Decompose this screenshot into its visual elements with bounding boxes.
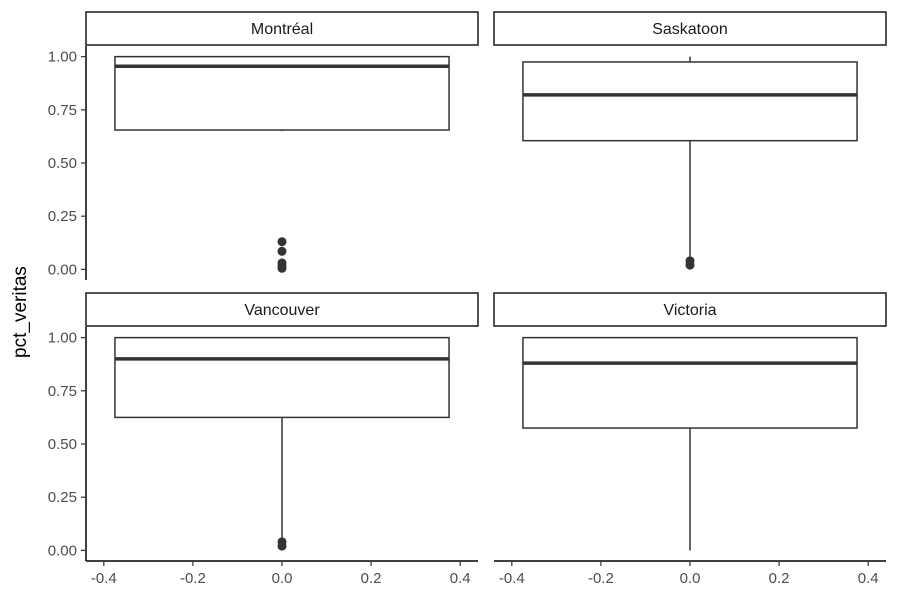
facet-strip-label: Victoria bbox=[663, 302, 716, 319]
x-tick-label: 0.4 bbox=[450, 570, 471, 587]
facet-strip-label: Vancouver bbox=[244, 302, 320, 319]
y-tick-label: 0.50 bbox=[48, 155, 77, 172]
facet-panel: Saskatoon bbox=[493, 11, 887, 270]
y-tick-label: 0.00 bbox=[48, 542, 77, 559]
iqr-box bbox=[114, 55, 450, 131]
y-tick-label: 0.75 bbox=[48, 102, 77, 119]
outlier-point bbox=[277, 541, 287, 551]
x-tick-label: -0.4 bbox=[499, 570, 525, 587]
x-tick-label: 0.2 bbox=[361, 570, 382, 587]
iqr-box bbox=[114, 336, 450, 419]
x-tick-label: 0.4 bbox=[858, 570, 879, 587]
outlier-point bbox=[685, 260, 695, 270]
x-tick-label: -0.2 bbox=[588, 570, 614, 587]
outlier-point bbox=[277, 237, 287, 247]
x-tick-label: 0.0 bbox=[272, 570, 293, 587]
y-tick-label: 0.00 bbox=[48, 261, 77, 278]
x-tick-label: 0.0 bbox=[680, 570, 701, 587]
x-tick-label: 0.2 bbox=[769, 570, 790, 587]
facet-strip-label: Saskatoon bbox=[652, 21, 728, 38]
iqr-box bbox=[522, 336, 858, 429]
facet-strip bbox=[85, 292, 479, 327]
outlier-point bbox=[277, 246, 287, 256]
facet-strip bbox=[493, 11, 887, 46]
y-tick-label: 0.25 bbox=[48, 489, 77, 506]
facet-panel: Vancouver 0.00 0.25 0.50 0.75 1.00 -0.4 -0.2 0.0… bbox=[48, 292, 479, 587]
facet-panel: Montréal 0.00 0.25 0.50 0.75 1.00 bbox=[48, 11, 479, 280]
facet-panel: Victoria -0.4 -0.2 0.0 0.2 0.4 bbox=[493, 292, 887, 587]
facet-strip bbox=[85, 11, 479, 46]
y-tick-label: 1.00 bbox=[48, 330, 77, 347]
outlier-point bbox=[277, 263, 287, 273]
facet-strip-label: Montréal bbox=[251, 21, 313, 38]
y-tick-label: 0.50 bbox=[48, 436, 77, 453]
x-tick-label: -0.2 bbox=[180, 570, 206, 587]
y-tick-label: 1.00 bbox=[48, 49, 77, 66]
y-tick-label: 0.75 bbox=[48, 383, 77, 400]
y-tick-label: 0.25 bbox=[48, 208, 77, 225]
x-tick-label: -0.4 bbox=[91, 570, 117, 587]
iqr-box bbox=[522, 61, 858, 142]
facet-strip bbox=[493, 292, 887, 327]
y-axis-title: pct_veritas bbox=[10, 266, 31, 358]
